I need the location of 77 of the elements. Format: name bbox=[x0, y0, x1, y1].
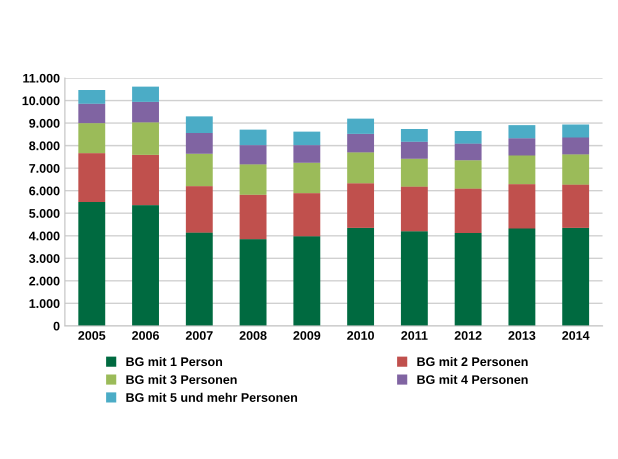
x-tick-label: 2012 bbox=[454, 331, 482, 340]
bar bbox=[454, 188, 482, 234]
legend-label: BG mit 4 Personen bbox=[417, 374, 528, 384]
y-tick-label: 8.000 bbox=[29, 141, 60, 150]
bar bbox=[240, 145, 267, 164]
bar bbox=[132, 205, 159, 326]
bar bbox=[400, 142, 428, 159]
bar bbox=[454, 160, 482, 189]
bar bbox=[186, 133, 213, 154]
bar bbox=[508, 156, 536, 184]
bar bbox=[508, 138, 536, 156]
x-tick-label: 2014 bbox=[562, 331, 590, 340]
bar bbox=[400, 231, 428, 326]
legend-label: BG mit 3 Personen bbox=[126, 374, 237, 384]
x-tick-label: 2007 bbox=[186, 331, 213, 340]
bar bbox=[78, 104, 106, 124]
y-tick-label: 7.000 bbox=[29, 164, 60, 173]
bar bbox=[562, 154, 590, 185]
x-tick-label: 2006 bbox=[132, 331, 159, 340]
y-tick-label: 6.000 bbox=[29, 186, 60, 196]
bar bbox=[347, 228, 374, 326]
bar bbox=[186, 154, 213, 186]
bar bbox=[508, 228, 536, 326]
bar bbox=[78, 90, 106, 104]
y-tick-label: 11.000 bbox=[23, 74, 60, 83]
x-tick-label: 2011 bbox=[401, 331, 428, 340]
bar bbox=[347, 134, 374, 152]
bar bbox=[400, 158, 428, 187]
bar bbox=[293, 132, 320, 146]
legend-label: BG mit 2 Personen bbox=[417, 356, 528, 366]
bar bbox=[400, 186, 428, 232]
legend-label: BG mit 1 Person bbox=[126, 356, 222, 366]
bar bbox=[186, 116, 213, 134]
y-tick-label: 1.000 bbox=[30, 299, 60, 308]
bar bbox=[562, 124, 590, 138]
x-tick-label: 2013 bbox=[508, 331, 536, 340]
bar bbox=[240, 194, 267, 240]
bar bbox=[400, 128, 428, 142]
legend-label: BG mit 5 und mehr Personen bbox=[126, 392, 298, 402]
y-tick-label: 0 bbox=[54, 322, 60, 331]
bar bbox=[186, 186, 213, 233]
bar bbox=[293, 162, 320, 194]
y-tick-label: 9.000 bbox=[29, 118, 60, 128]
bar bbox=[78, 202, 106, 326]
bar bbox=[454, 130, 482, 144]
bar bbox=[508, 184, 536, 229]
bar bbox=[562, 138, 590, 154]
y-tick-label: 4.000 bbox=[28, 232, 60, 240]
y-tick-label: 2.000 bbox=[29, 276, 60, 286]
bar bbox=[454, 144, 482, 160]
y-tick-label: 10.000 bbox=[22, 96, 60, 106]
bar bbox=[240, 239, 267, 326]
bar bbox=[132, 154, 159, 206]
bar bbox=[293, 145, 320, 163]
bar bbox=[240, 130, 267, 146]
bar bbox=[508, 125, 536, 138]
bar bbox=[132, 122, 159, 155]
y-tick-label: 3.000 bbox=[29, 254, 60, 263]
bar bbox=[347, 152, 374, 184]
x-tick-label: 2010 bbox=[347, 331, 374, 340]
bar bbox=[132, 86, 159, 102]
bar bbox=[78, 153, 106, 202]
bar bbox=[347, 183, 374, 228]
bar bbox=[186, 232, 213, 326]
bar bbox=[240, 164, 267, 195]
x-tick-label: 2008 bbox=[240, 331, 267, 340]
y-tick-label: 5.000 bbox=[29, 209, 60, 218]
bar bbox=[293, 193, 320, 236]
bar bbox=[293, 236, 320, 326]
bar bbox=[132, 102, 159, 122]
bar bbox=[562, 228, 590, 326]
x-tick-label: 2009 bbox=[293, 331, 320, 340]
bar bbox=[562, 184, 590, 228]
bar bbox=[347, 118, 374, 134]
bar bbox=[78, 123, 106, 154]
bar bbox=[454, 233, 482, 326]
x-tick-label: 2005 bbox=[78, 331, 106, 340]
